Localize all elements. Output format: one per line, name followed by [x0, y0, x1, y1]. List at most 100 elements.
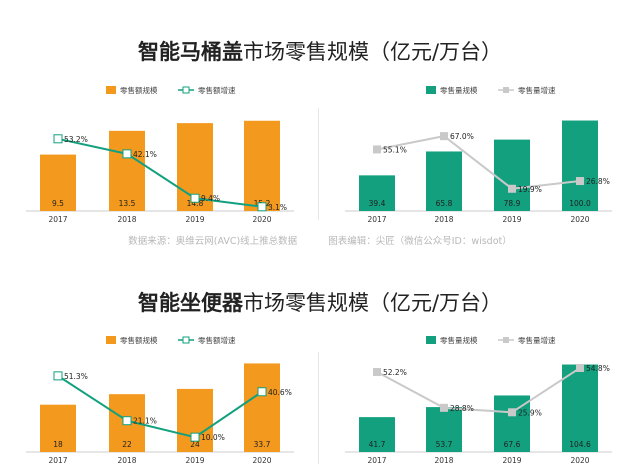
x-tick-label: 2018	[434, 456, 453, 465]
source-right: 图表编辑：尖匠（微信公众号ID：wisdot）	[328, 236, 512, 247]
source-note: 数据来源：奥维云网(AVC)线上推总数据 图表编辑：尖匠（微信公众号ID：wis…	[0, 233, 640, 247]
divider-bottom	[318, 352, 319, 464]
growth-value-label: 19.9%	[518, 185, 542, 194]
bar	[244, 363, 280, 452]
x-tick-label: 2017	[367, 456, 386, 465]
growth-point	[508, 184, 516, 193]
growth-point	[508, 408, 516, 417]
growth-point	[257, 202, 267, 212]
x-tick-label: 2017	[48, 456, 67, 465]
growth-line	[57, 375, 263, 439]
bar-value-label: 22	[122, 440, 132, 449]
bar	[359, 175, 395, 211]
growth-value-label: 53.2%	[64, 135, 88, 144]
growth-line	[376, 135, 581, 190]
growth-point	[190, 193, 200, 203]
growth-value-label: 42.1%	[133, 150, 157, 159]
divider-top	[318, 108, 319, 220]
title-rest: 市场零售规模（亿元/万台）	[242, 291, 503, 315]
bar-value-label: 24	[190, 440, 200, 449]
bar	[40, 154, 76, 211]
growth-value-label: 28.8%	[450, 404, 474, 413]
x-tick-label: 2017	[367, 215, 386, 224]
bar-value-label: 104.6	[569, 440, 591, 449]
growth-point	[53, 134, 63, 144]
x-tick-label: 2018	[117, 215, 136, 224]
bar	[494, 139, 530, 211]
bar-value-label: 9.5	[52, 199, 64, 208]
growth-point	[257, 387, 267, 397]
legend-label-bar: 零售量规模	[440, 85, 478, 95]
growth-value-label: 21.1%	[133, 417, 157, 426]
x-tick-label: 2020	[252, 215, 271, 224]
x-tick-label: 2020	[252, 456, 271, 465]
growth-value-label: 9.4%	[201, 194, 220, 203]
growth-point	[576, 363, 584, 372]
bar-value-label: 78.9	[504, 199, 521, 208]
bar-value-label: 14.8	[187, 199, 204, 208]
bar-value-label: 41.7	[369, 440, 386, 449]
bar-value-label: 100.0	[569, 199, 591, 208]
growth-value-label: 54.8%	[586, 364, 610, 373]
bar-value-label: 53.7	[436, 440, 453, 449]
bar	[359, 417, 395, 452]
bar	[40, 404, 76, 452]
x-tick-label: 2019	[502, 456, 521, 465]
section-title-smart-toilet: 智能坐便器市场零售规模（亿元/万台）	[0, 287, 640, 317]
legend-label-bar: 零售量规模	[440, 335, 478, 345]
growth-line	[376, 367, 581, 414]
x-tick-label: 2017	[48, 215, 67, 224]
growth-point	[190, 432, 200, 442]
x-tick-label: 2018	[117, 456, 136, 465]
growth-value-label: 25.9%	[518, 408, 542, 417]
title-bold: 智能马桶盖	[137, 40, 243, 64]
growth-point	[440, 132, 448, 141]
growth-value-label: 55.1%	[383, 145, 407, 154]
bar	[244, 120, 280, 211]
bar-value-label: 65.8	[436, 199, 453, 208]
growth-point	[440, 403, 448, 412]
growth-value-label: 67.0%	[450, 132, 474, 141]
growth-point	[53, 371, 63, 381]
bar	[562, 364, 598, 452]
growth-value-label: 26.8%	[586, 177, 610, 186]
x-tick-label: 2019	[185, 215, 204, 224]
legend-swatch-bar	[426, 336, 436, 344]
x-tick-label: 2020	[570, 215, 589, 224]
x-tick-label: 2018	[434, 215, 453, 224]
growth-point	[576, 177, 584, 186]
x-tick-label: 2019	[502, 215, 521, 224]
growth-value-label: 51.3%	[64, 372, 88, 381]
legend-label-line: 零售额增速	[198, 335, 236, 345]
legend-label-line: 零售量增速	[518, 335, 556, 345]
growth-line	[57, 137, 263, 208]
legend-marker	[503, 337, 509, 343]
growth-point	[373, 145, 381, 154]
legend-label-line: 零售额增速	[198, 85, 236, 95]
bar	[562, 120, 598, 211]
growth-point	[122, 416, 132, 426]
legend-swatch-bar	[426, 86, 436, 94]
growth-point	[373, 367, 381, 376]
legend-marker	[182, 86, 190, 94]
bar-value-label: 18	[53, 440, 63, 449]
growth-value-label: 3.1%	[268, 203, 287, 212]
bar-value-label: 67.6	[504, 440, 521, 449]
growth-value-label: 10.0%	[201, 433, 225, 442]
bar-value-label: 13.5	[119, 199, 136, 208]
x-tick-label: 2019	[185, 456, 204, 465]
legend-label-line: 零售量增速	[518, 85, 556, 95]
legend-label-bar: 零售额规模	[120, 335, 158, 345]
x-tick-label: 2020	[570, 456, 589, 465]
bar	[426, 151, 462, 211]
growth-point	[122, 149, 132, 159]
title-bold: 智能坐便器	[137, 291, 243, 315]
legend-marker	[182, 336, 190, 344]
legend-swatch-bar	[106, 336, 116, 344]
legend-swatch-bar	[106, 86, 116, 94]
legend-label-bar: 零售额规模	[120, 85, 158, 95]
source-left: 数据来源：奥维云网(AVC)线上推总数据	[128, 236, 298, 247]
title-rest: 市场零售规模（亿元/万台）	[242, 40, 503, 64]
growth-value-label: 52.2%	[383, 368, 407, 377]
